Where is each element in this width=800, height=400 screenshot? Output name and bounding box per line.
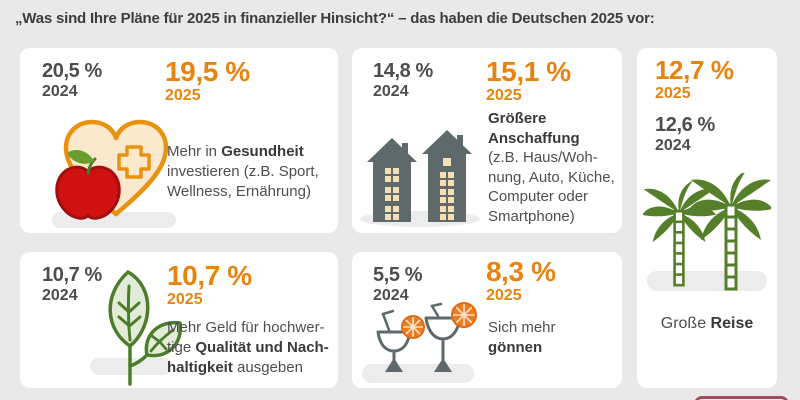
stat-year-2024: 2024: [42, 286, 78, 304]
stat-2025: 8,3 % 2025: [486, 257, 556, 305]
card-anschaffung: 14,8 % 2024 15,1 % 2025: [352, 48, 622, 233]
stat-value-2024: 5,5 %: [373, 264, 423, 286]
cocktail-glasses-icon: [362, 302, 477, 383]
card-description: Große Reise: [660, 315, 754, 332]
stat-2025: 19,5 % 2025: [165, 57, 250, 105]
heart-cross-apple-icon: [52, 119, 176, 228]
stat-year-2025: 2025: [486, 87, 522, 105]
stat-2024: 12,6 % 2024: [655, 115, 715, 154]
stat-value-2024: 20,5 %: [42, 60, 102, 82]
card-description: Größere Anschaffung (z.B. Haus/Woh-nung, A…: [488, 110, 615, 225]
card-gesundheit: 20,5 % 2024 19,5 % 2025 Mehr in Gesundhe…: [20, 48, 338, 233]
stat-2024: 20,5 % 2024: [42, 61, 102, 100]
cutoff-red-box: [694, 396, 789, 400]
stat-year-2025: 2025: [167, 291, 203, 309]
card-description: Mehr Geld für hochwer-tige Qualität und …: [167, 319, 329, 376]
stat-2024: 14,8 % 2024: [373, 61, 433, 100]
palm-trees-icon: [643, 173, 771, 291]
card-description: Mehr in Gesundheit investieren (z.B. Spor…: [167, 143, 319, 200]
stat-year-2024: 2024: [373, 82, 409, 100]
stat-2025: 10,7 % 2025: [167, 261, 252, 309]
stat-value-2024: 12,6 %: [655, 114, 715, 136]
stat-year-2025: 2025: [655, 85, 691, 103]
leaves-icon: [90, 270, 183, 386]
stat-year-2024: 2024: [42, 82, 78, 100]
stat-value-2024: 10,7 %: [42, 264, 102, 286]
stat-value-2025: 12,7 %: [655, 55, 734, 85]
stat-year-2024: 2024: [373, 286, 409, 304]
buildings-icon: [360, 130, 480, 227]
stat-year-2025: 2025: [486, 287, 522, 305]
stat-value-2025: 15,1 %: [486, 56, 571, 87]
card-description: Sich mehr gönnen: [488, 319, 556, 356]
stat-year-2024: 2024: [655, 136, 691, 154]
card-goennen: 5,5 % 2024 8,3 % 2025 Sich mehr gönnen: [352, 252, 622, 388]
stat-2025: 15,1 % 2025: [486, 57, 571, 105]
card-reise: 12,7 % 2025 12,6 % 2024: [637, 48, 777, 388]
stat-value-2025: 19,5 %: [165, 56, 250, 87]
card-qualitaet-nachhaltigkeit: 10,7 % 2024 10,7 % 2025 Mehr Geld für ho…: [20, 252, 338, 388]
page-title: „Was sind Ihre Pläne für 2025 in finanzi…: [15, 10, 655, 27]
stat-2024: 5,5 % 2024: [373, 264, 423, 304]
stat-value-2025: 10,7 %: [167, 260, 252, 291]
stat-2024: 10,7 % 2024: [42, 265, 102, 304]
stat-value-2024: 14,8 %: [373, 60, 433, 82]
stat-value-2025: 8,3 %: [486, 256, 556, 287]
stat-year-2025: 2025: [165, 87, 201, 105]
stat-2025: 12,7 % 2025: [655, 55, 734, 103]
